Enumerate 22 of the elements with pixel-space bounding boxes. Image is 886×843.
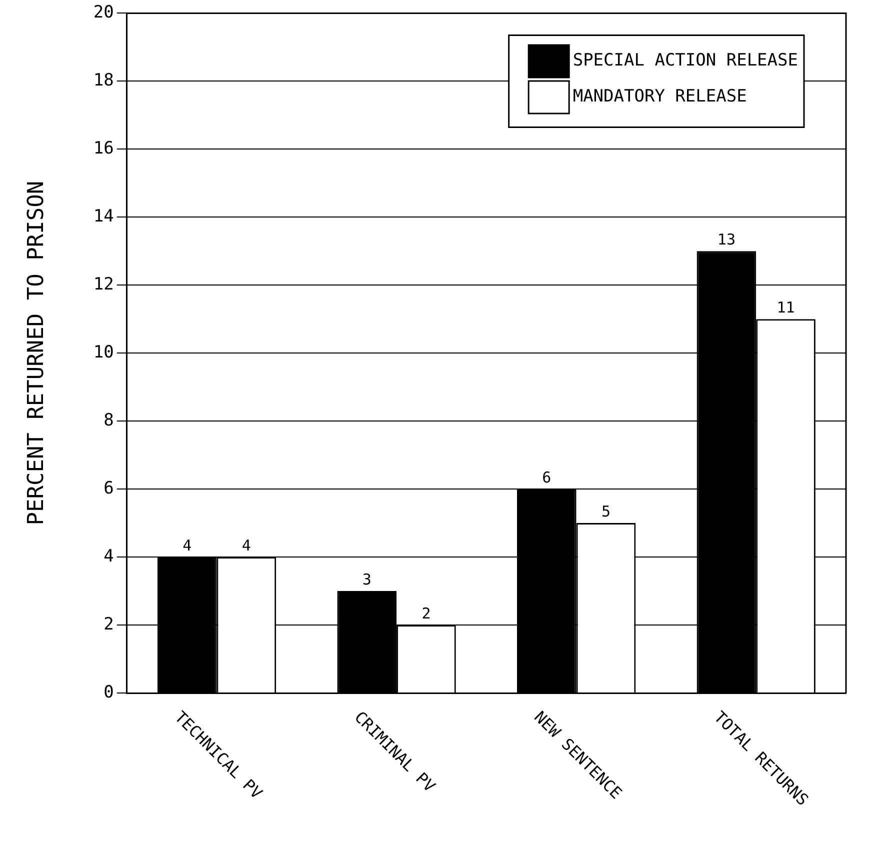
y-tick-label: 16 (93, 138, 114, 159)
y-tick-label: 2 (104, 614, 114, 634)
data-label: 13 (717, 230, 736, 249)
data-label: 3 (362, 570, 372, 588)
legend-label: SPECIAL ACTION RELEASE (572, 50, 798, 71)
data-label: 4 (182, 536, 192, 554)
data-label: 4 (242, 536, 251, 554)
y-tick-label: 0 (104, 682, 114, 702)
y-tick-label: 6 (104, 478, 114, 498)
data-label: 11 (776, 298, 795, 316)
y-tick-label: 4 (104, 546, 114, 566)
y-axis-title: PERCENT RETURNED TO PRISON (24, 180, 49, 526)
data-label: 2 (422, 604, 431, 622)
y-tick-label: 18 (93, 70, 114, 91)
y-tick-label: 14 (93, 206, 114, 227)
legend-label: MANDATORY RELEASE (572, 86, 747, 107)
data-label: 5 (601, 502, 611, 520)
y-tick-label: 8 (104, 410, 114, 430)
y-tick-label: 12 (93, 274, 114, 295)
y-tick-label: 20 (93, 2, 114, 23)
data-label: 6 (542, 468, 552, 486)
y-tick-label: 10 (93, 342, 114, 363)
